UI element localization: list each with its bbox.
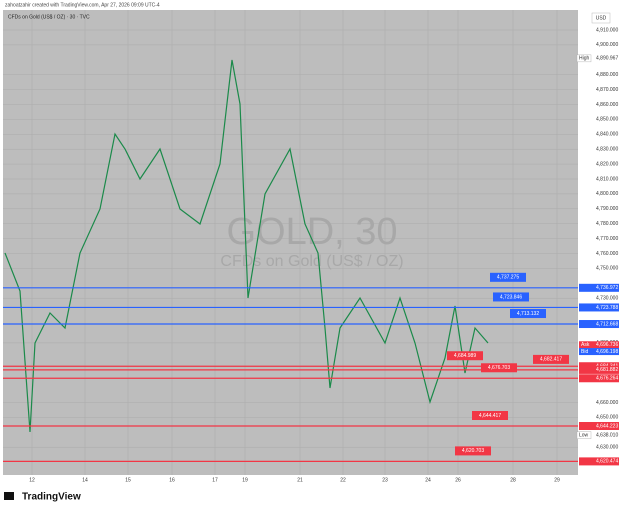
price-tick: 4,780.000 xyxy=(596,221,618,227)
level-label: 4,713.132 xyxy=(517,311,539,317)
quote-tag xyxy=(579,348,619,356)
date-tick: 19 xyxy=(242,477,248,483)
brand-logo xyxy=(4,492,14,500)
axis-tag-text: 4,712.668 xyxy=(596,321,618,327)
date-tick: 26 xyxy=(455,477,461,483)
level-label-box xyxy=(533,354,569,364)
date-tick: 17 xyxy=(212,477,218,483)
level-label: 4,676.703 xyxy=(488,365,510,371)
price-tick: 4,830.000 xyxy=(596,147,618,153)
price-axis xyxy=(578,10,625,475)
level-label-box xyxy=(490,272,526,282)
currency-box xyxy=(591,12,611,24)
date-tick: 23 xyxy=(382,477,388,483)
date-tick: 14 xyxy=(82,477,88,483)
price-tick: 4,790.000 xyxy=(596,206,618,212)
date-tick: 22 xyxy=(340,477,346,483)
credit: zahoatzahir created with TradingView.com… xyxy=(5,2,160,8)
legend: CFDs on Gold (US$ / OZ) · 30 · TVC xyxy=(8,14,90,20)
price-tick: 4,910.000 xyxy=(596,27,618,33)
axis-tag-text: 4,736.972 xyxy=(596,285,618,291)
date-tick: 21 xyxy=(297,477,303,483)
currency: USD xyxy=(596,15,607,21)
axis-tag xyxy=(579,457,619,466)
date-tick: 28 xyxy=(510,477,516,483)
low-tag: Low xyxy=(579,433,589,439)
level-label-box xyxy=(481,363,517,373)
date-tick: 29 xyxy=(554,477,560,483)
date-tick: 12 xyxy=(29,477,35,483)
high-tag: High xyxy=(579,56,590,62)
date-tick: 24 xyxy=(425,477,431,483)
quote-name: Ask xyxy=(581,342,590,348)
chart-pane xyxy=(3,10,578,475)
price-tick: 4,840.000 xyxy=(596,132,618,138)
axis-tag xyxy=(579,422,619,431)
axis-tag-text: 4,620.474 xyxy=(596,459,618,465)
axis-tag xyxy=(579,283,619,292)
price-tick: 4,750.000 xyxy=(596,266,618,272)
axis-tag-text: 4,681.882 xyxy=(596,367,618,373)
level-label-box xyxy=(472,411,508,421)
price-tick: 4,800.000 xyxy=(596,191,618,197)
price-tick: 4,870.000 xyxy=(596,87,618,93)
level-label-box xyxy=(455,446,491,456)
date-tick: 15 xyxy=(125,477,131,483)
high-tag-box xyxy=(576,54,592,63)
axis-tag xyxy=(579,374,619,383)
price-tick: 4,730.000 xyxy=(596,296,618,302)
high-price: 4,890.967 xyxy=(596,56,618,62)
axis-tag-text: 4,676.264 xyxy=(596,376,618,382)
axis-tag-text: 4,644.223 xyxy=(596,423,618,429)
watermark-symbol: GOLD, 30 xyxy=(226,211,397,253)
price-tick: 4,880.000 xyxy=(596,72,618,78)
price-tick: 4,860.000 xyxy=(596,102,618,108)
axis-tag-text: 4,723.788 xyxy=(596,305,618,311)
level-label: 4,723.846 xyxy=(500,294,522,300)
price-tick: 4,770.000 xyxy=(596,236,618,242)
price-tick: 4,630.000 xyxy=(596,445,618,451)
price-path xyxy=(4,59,489,433)
level-label: 4,644.417 xyxy=(479,413,501,419)
quote-tag xyxy=(579,341,619,349)
price-tick: 4,820.000 xyxy=(596,161,618,167)
price-tick: 4,760.000 xyxy=(596,251,618,257)
price-tick: 4,850.000 xyxy=(596,117,618,123)
low-tag-box xyxy=(576,431,592,439)
level-label: 4,620.703 xyxy=(462,448,484,454)
quote-price: 4,696.736 xyxy=(596,342,618,348)
price-tick: 4,900.000 xyxy=(596,42,618,48)
watermark-name: CFDs on Gold (US$ / OZ) xyxy=(220,253,403,270)
level-label-box xyxy=(447,351,483,361)
low-price: 4,638.010 xyxy=(596,433,618,439)
level-label: 4,684.989 xyxy=(454,353,476,359)
quote-name: Bid xyxy=(581,349,588,355)
level-label: 4,737.275 xyxy=(497,275,519,281)
price-tick: 4,660.000 xyxy=(596,400,618,406)
axis-tag xyxy=(579,303,619,312)
quote-price: 4,696.198 xyxy=(596,349,618,355)
date-tick: 16 xyxy=(169,477,175,483)
axis-tag xyxy=(579,365,619,374)
level-label-box xyxy=(493,292,529,302)
level-label: 4,682.417 xyxy=(540,357,562,363)
price-tick: 4,650.000 xyxy=(596,415,618,421)
brand: TradingView xyxy=(22,492,81,503)
price-tick: 4,810.000 xyxy=(596,176,618,182)
axis-tag xyxy=(579,320,619,329)
level-label-box xyxy=(510,309,546,319)
